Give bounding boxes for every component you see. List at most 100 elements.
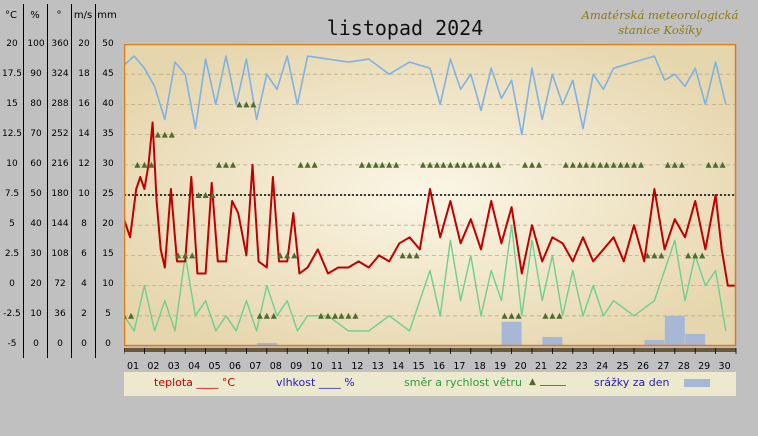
- tick-humidity: 20: [30, 279, 42, 289]
- tick-speed: 4: [81, 279, 87, 289]
- wind-direction-marker: [583, 161, 590, 168]
- tick-temperature: -5: [7, 339, 17, 349]
- tick-speed: 16: [78, 99, 90, 109]
- wind-direction-marker: [399, 252, 406, 259]
- x-tick-label: 15: [413, 361, 425, 372]
- x-tick-label: 29: [698, 361, 710, 372]
- wind-direction-marker: [379, 161, 386, 168]
- wind-direction-marker: [562, 161, 569, 168]
- wind-direction-marker: [638, 161, 644, 168]
- x-tick-label: 03: [168, 361, 180, 372]
- temperature-layer: [124, 121, 736, 287]
- wind-direction-marker: [454, 161, 461, 168]
- x-tick-label: 22: [555, 361, 567, 372]
- wind-direction-marker: [631, 161, 637, 168]
- tick-precip: 5: [105, 309, 111, 319]
- tick-temperature: 20: [6, 39, 18, 49]
- wind-direction-marker: [277, 252, 284, 259]
- tick-direction: 216: [51, 159, 69, 169]
- precip-bar: [644, 339, 665, 346]
- x-tick-label: 09: [290, 361, 302, 372]
- x-tick-label: 25: [617, 361, 629, 372]
- legend-temperature: teplota ____ °C: [154, 376, 236, 389]
- wind-direction-marker: [168, 131, 175, 138]
- wind-direction-marker: [318, 312, 324, 319]
- tick-speed: 8: [81, 219, 87, 229]
- x-tick-label: 16: [433, 361, 445, 372]
- axis-separator: [71, 4, 72, 358]
- wind-direction-marker: [216, 161, 222, 168]
- wind-direction-marker: [406, 252, 413, 259]
- legend: teplota ____ °C vlhkost ____ % směr a ry…: [124, 372, 736, 396]
- wind-direction-marker: [699, 252, 706, 259]
- wind-direction-marker: [658, 252, 665, 259]
- tick-direction: 144: [51, 219, 69, 229]
- wind-direction-marker: [332, 312, 338, 319]
- wind-speed-line: [124, 224, 727, 332]
- wind-direction-marker: [685, 252, 692, 259]
- wind-direction-marker: [624, 161, 630, 168]
- wind-direction-marker: [311, 161, 318, 168]
- precip-bar: [501, 321, 522, 346]
- x-axis: 01 02 03 04 05 06 07 08 09 10 11 12 13 14 15 16 17 18 19 20…: [124, 348, 737, 372]
- wind-direction-marker: [189, 252, 196, 259]
- x-tick-label: 06: [229, 361, 241, 372]
- wind-direction-marker: [474, 161, 481, 168]
- x-tick-label: 27: [657, 361, 669, 372]
- x-tick-label: 17: [453, 361, 465, 372]
- wind-direction-marker: [603, 161, 610, 168]
- wind-direction-marker: [529, 161, 535, 168]
- x-tick-label: 18: [474, 361, 486, 372]
- wind-direction-marker: [556, 312, 563, 319]
- tick-humidity: 80: [30, 99, 42, 109]
- tick-humidity: 70: [30, 129, 42, 139]
- tick-direction: 180: [51, 189, 69, 199]
- chart-title: listopad 2024: [326, 16, 484, 40]
- tick-speed: 20: [78, 39, 90, 49]
- wind-direction-marker: [617, 161, 624, 168]
- wind-direction-marker: [304, 161, 311, 168]
- wind-direction-marker: [263, 312, 270, 319]
- tick-temperature: 5: [9, 219, 15, 229]
- x-tick-label: 13: [372, 361, 384, 372]
- tick-precip: 0: [105, 339, 111, 349]
- precip-bar: [542, 336, 563, 346]
- wind-direction-marker: [154, 131, 161, 138]
- axes-panel: °C % ° m/s mm 20 17.5 15 12.5 10 7.5 5 2.5 0 -2.5…: [0, 0, 120, 358]
- wind-direction-marker: [161, 131, 168, 138]
- tick-direction: 324: [51, 69, 69, 79]
- wind-direction-marker: [610, 161, 617, 168]
- tick-humidity: 90: [30, 69, 42, 79]
- tick-precip: 15: [102, 249, 114, 259]
- x-tick-label: 04: [188, 361, 200, 372]
- wind-direction-marker: [256, 312, 263, 319]
- wind-direction-marker: [467, 161, 474, 168]
- tick-direction: 288: [51, 99, 69, 109]
- tick-speed: 14: [78, 129, 90, 139]
- tick-precip: 20: [102, 219, 114, 229]
- x-tick-label: 30: [719, 361, 731, 372]
- wind-direction-marker: [549, 312, 556, 319]
- unit-temperature: °C: [5, 10, 17, 21]
- tick-humidity: 50: [30, 189, 42, 199]
- tick-direction: 108: [51, 249, 69, 259]
- wind-direction-marker: [134, 161, 141, 168]
- x-tick-label: 01: [127, 361, 139, 372]
- tick-speed: 12: [78, 159, 90, 169]
- wind-direction-marker: [447, 161, 454, 168]
- wind-direction-marker: [590, 161, 597, 168]
- wind-direction-marker: [522, 161, 528, 168]
- x-tick-label: 12: [351, 361, 363, 372]
- wind-direction-marker: [284, 252, 291, 259]
- wind-direction-marker: [536, 161, 542, 168]
- tick-temperature: 7.5: [4, 189, 20, 199]
- legend-precip-swatch: [684, 379, 710, 387]
- precip-layer: [256, 315, 706, 346]
- wind-direction-marker: [705, 161, 712, 168]
- wind-direction-marker: [508, 312, 515, 319]
- wind-direction-marker: [223, 161, 229, 168]
- x-tick-label: 10: [311, 361, 323, 372]
- x-tick-label: 14: [392, 361, 404, 372]
- wind-direction-marker: [597, 161, 604, 168]
- wind-direction-marker: [501, 312, 508, 319]
